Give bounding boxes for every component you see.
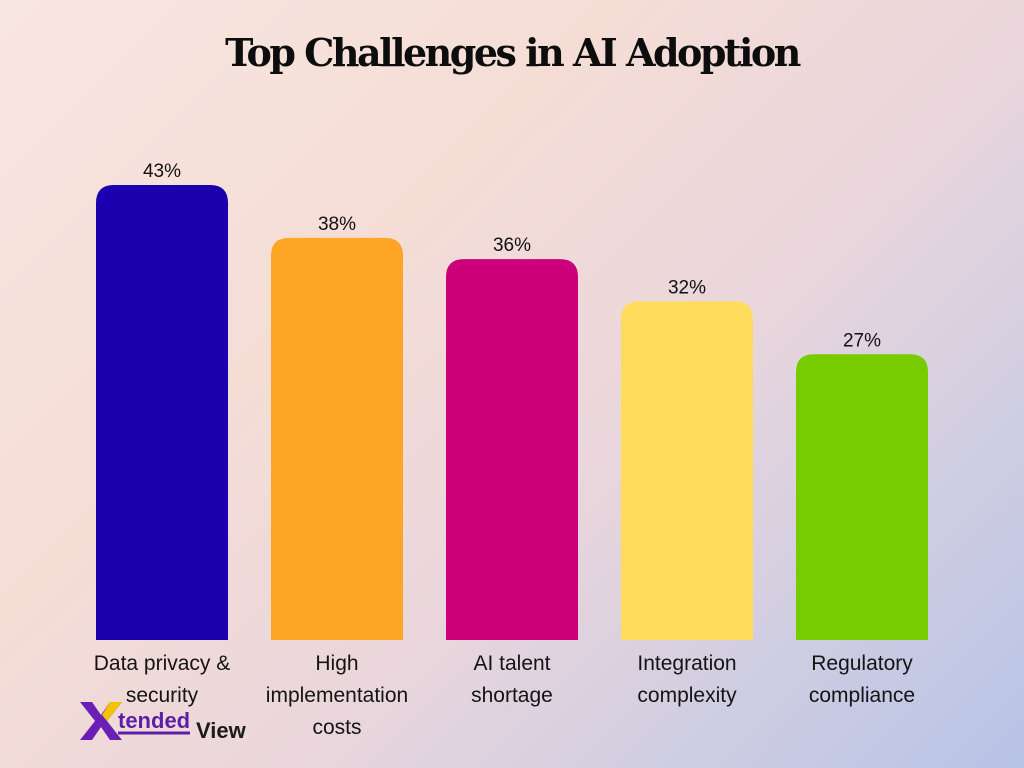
category-label-line: implementation xyxy=(265,684,409,707)
category-label-1: High implementation costs xyxy=(252,648,422,744)
category-label-line: security xyxy=(125,684,199,707)
category-label-line: Regulatory xyxy=(811,652,913,675)
category-label-line: Data privacy & xyxy=(93,652,231,675)
category-label-line: costs xyxy=(312,716,362,739)
x-logo-icon xyxy=(80,702,122,740)
value-label-1: 38% xyxy=(318,214,356,235)
chart-title: Top Challenges in AI Adoption xyxy=(225,30,801,75)
bar-0 xyxy=(96,185,228,640)
bar-4 xyxy=(796,354,928,640)
logo-word-tended: tended xyxy=(118,708,190,733)
category-label-3: Integration complexity xyxy=(602,648,772,712)
value-label-0: 43% xyxy=(143,161,181,182)
category-label-2: AI talent shortage xyxy=(427,648,597,712)
bar-2 xyxy=(446,259,578,640)
value-label-3: 32% xyxy=(668,277,706,298)
category-label-0: Data privacy & security xyxy=(77,648,247,712)
category-label-4: Regulatory compliance xyxy=(777,648,947,712)
logo-word-view: View xyxy=(196,718,247,743)
value-label-4: 27% xyxy=(843,330,881,351)
category-label-line: Integration xyxy=(637,652,737,675)
category-label-line: AI talent xyxy=(473,652,551,675)
category-label-line: compliance xyxy=(808,684,916,707)
category-label-line: High xyxy=(315,652,359,675)
category-label-line: complexity xyxy=(637,684,737,707)
value-label-2: 36% xyxy=(493,235,531,256)
bar-1 xyxy=(271,237,403,640)
bar-3 xyxy=(621,301,753,640)
xtendedview-logo: tended View xyxy=(80,702,247,743)
category-label-line: shortage xyxy=(471,684,553,707)
